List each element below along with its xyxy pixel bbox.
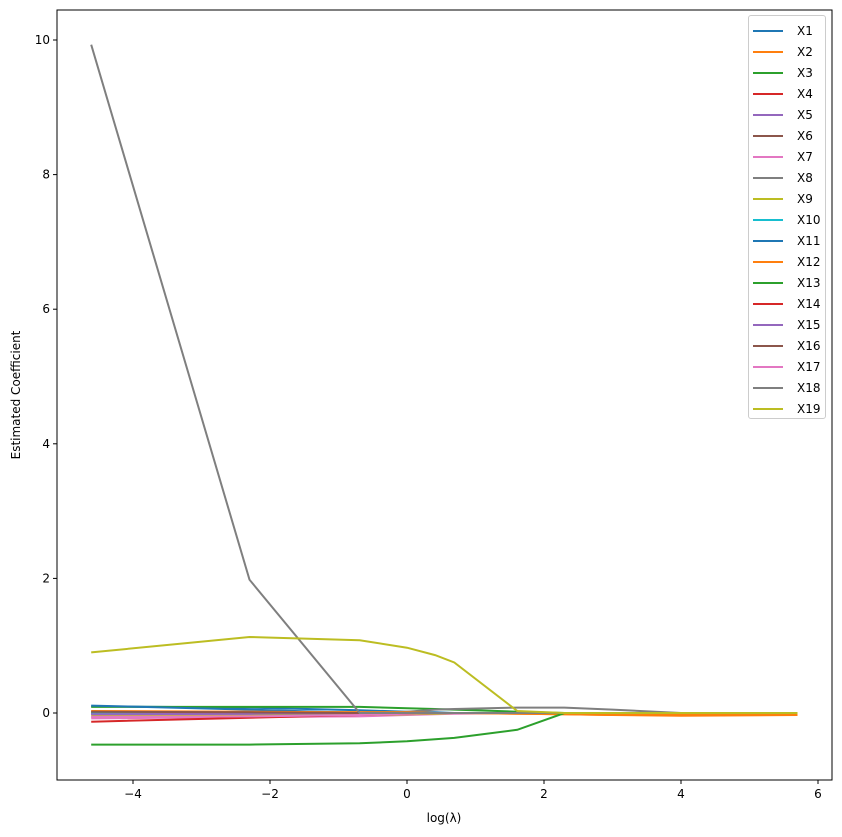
legend-swatch	[753, 323, 783, 326]
legend-label: X12	[797, 254, 821, 269]
legend-item-x7: X7	[749, 146, 813, 167]
legend-label: X13	[797, 275, 821, 290]
legend-swatch	[753, 155, 783, 158]
series-line-x18	[90, 44, 798, 714]
legend-label: X8	[797, 170, 813, 185]
legend-label: X2	[797, 44, 813, 59]
legend-item-x17: X17	[749, 356, 821, 377]
legend-swatch	[753, 71, 783, 74]
legend: X1 X2 X3 X4 X5 X6 X7 X8 X9 X10 X11 X12 X13 X14 X15 X16 X…	[748, 15, 826, 419]
x-tick-label: 4	[677, 787, 685, 801]
legend-label: X5	[797, 107, 813, 122]
legend-item-x1: X1	[749, 20, 813, 41]
x-tick-label: 6	[814, 787, 822, 801]
legend-swatch	[753, 29, 783, 32]
x-tick-label: −2	[261, 787, 279, 801]
legend-item-x15: X15	[749, 314, 821, 335]
legend-item-x10: X10	[749, 209, 821, 230]
legend-swatch	[753, 197, 783, 200]
legend-label: X1	[797, 23, 813, 38]
legend-item-x9: X9	[749, 188, 813, 209]
legend-item-x18: X18	[749, 377, 821, 398]
series-lines	[90, 44, 798, 746]
y-tick-label: 10	[35, 33, 50, 47]
legend-label: X6	[797, 128, 813, 143]
y-tick-label: 2	[42, 571, 50, 585]
legend-item-x16: X16	[749, 335, 821, 356]
legend-item-x8: X8	[749, 167, 813, 188]
legend-item-x3: X3	[749, 62, 813, 83]
x-axis-label: log(λ)	[427, 811, 462, 825]
legend-swatch	[753, 92, 783, 95]
y-tick-label: 4	[42, 437, 50, 451]
legend-item-x14: X14	[749, 293, 821, 314]
legend-item-x4: X4	[749, 83, 813, 104]
legend-swatch	[753, 386, 783, 389]
legend-label: X9	[797, 191, 813, 206]
y-axis-ticks: 0 2 4 6 8 10	[35, 33, 57, 720]
legend-label: X17	[797, 359, 821, 374]
legend-swatch	[753, 302, 783, 305]
legend-swatch	[753, 239, 783, 242]
legend-label: X15	[797, 317, 821, 332]
legend-label: X18	[797, 380, 821, 395]
legend-label: X7	[797, 149, 813, 164]
legend-swatch	[753, 407, 783, 410]
legend-swatch	[753, 218, 783, 221]
legend-label: X10	[797, 212, 821, 227]
y-tick-label: 8	[42, 168, 50, 182]
legend-label: X14	[797, 296, 821, 311]
y-tick-label: 6	[42, 302, 50, 316]
legend-label: X11	[797, 233, 821, 248]
legend-swatch	[753, 281, 783, 284]
x-tick-label: 2	[540, 787, 548, 801]
legend-swatch	[753, 344, 783, 347]
legend-item-x2: X2	[749, 41, 813, 62]
x-tick-label: −4	[124, 787, 142, 801]
legend-swatch	[753, 113, 783, 116]
legend-label: X16	[797, 338, 821, 353]
legend-swatch	[753, 134, 783, 137]
legend-item-x12: X12	[749, 251, 821, 272]
legend-swatch	[753, 365, 783, 368]
plot-frame	[56, 9, 833, 781]
legend-item-x5: X5	[749, 104, 813, 125]
x-axis-ticks: −4 −2 0 2 4 6	[124, 780, 822, 801]
legend-swatch	[753, 176, 783, 179]
series-line-x19	[91, 635, 798, 714]
legend-label: X4	[797, 86, 813, 101]
legend-label: X3	[797, 65, 813, 80]
legend-label: X19	[797, 401, 821, 416]
y-axis-label: Estimated Coefficient	[9, 330, 23, 459]
x-tick-label: 0	[403, 787, 411, 801]
legend-item-x19: X19	[749, 398, 821, 419]
legend-swatch	[753, 50, 783, 53]
legend-swatch	[753, 260, 783, 263]
legend-item-x11: X11	[749, 230, 821, 251]
y-tick-label: 0	[42, 706, 50, 720]
legend-item-x13: X13	[749, 272, 821, 293]
legend-item-x6: X6	[749, 125, 813, 146]
